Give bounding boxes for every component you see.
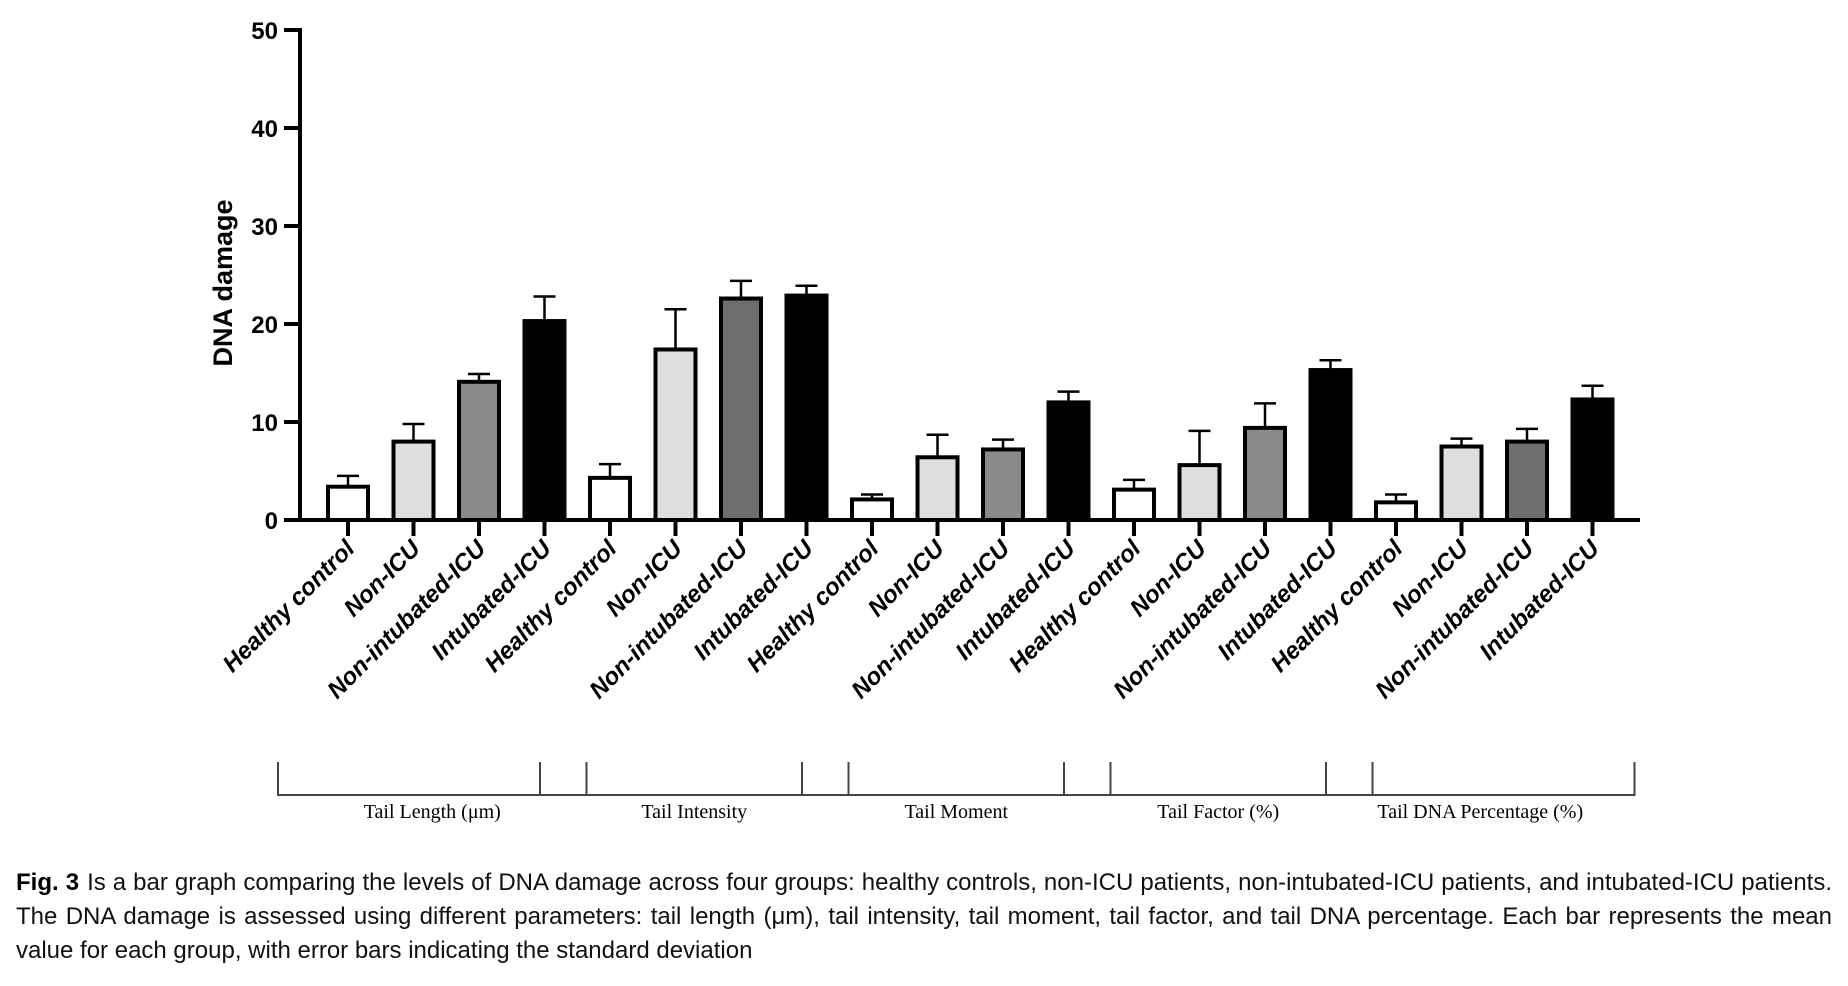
- y-axis-title: DNA damage: [208, 199, 238, 366]
- bars: [326, 279, 1615, 536]
- x-category-label: Intubated-ICU: [1474, 535, 1605, 666]
- bar: [1308, 368, 1353, 522]
- group-bracket: [1325, 762, 1636, 796]
- group-label: Tail DNA Percentage (%): [1377, 801, 1583, 823]
- bar: [1177, 463, 1222, 522]
- y-tick-label: 20: [251, 312, 278, 339]
- dna-damage-bar-chart: 0 10 20 30 40 50 Healthy controlNon-ICUNon-in…: [208, 18, 1640, 823]
- bar: [1046, 400, 1091, 522]
- figure-caption-label: Fig. 3: [16, 869, 80, 896]
- group-label: Tail Factor (%): [1157, 801, 1279, 823]
- x-axis-category-labels: Healthy controlNon-ICUNon-intubated-ICUI…: [218, 534, 1606, 704]
- group-label: Tail Length (μm): [364, 801, 501, 823]
- bar: [850, 497, 894, 523]
- bar: [915, 455, 960, 522]
- bar: [457, 379, 501, 522]
- group-bracket: [1063, 762, 1374, 796]
- group-bracket: [277, 762, 588, 796]
- y-tick-label: 0: [265, 508, 278, 535]
- y-tick-label: 10: [251, 410, 278, 437]
- x-category-label: Healthy control: [218, 534, 362, 678]
- figure-caption: Fig. 3 Is a bar graph comparing the level…: [16, 866, 1832, 968]
- bar: [1112, 487, 1156, 522]
- bar: [1243, 425, 1287, 523]
- bar: [522, 319, 567, 522]
- y-tick-label: 50: [251, 18, 278, 45]
- bar: [1439, 444, 1484, 522]
- y-tick-label: 30: [251, 214, 278, 241]
- group-bracket: [539, 762, 850, 796]
- bar: [653, 347, 698, 523]
- group-label: Tail Intensity: [641, 801, 747, 823]
- bar: [326, 484, 370, 522]
- bar: [719, 296, 763, 522]
- figure-caption-text: Is a bar graph comparing the levels of D…: [16, 869, 1833, 964]
- y-tick-label: 40: [251, 116, 278, 143]
- bar: [784, 293, 829, 522]
- group-label: Tail Moment: [904, 801, 1008, 823]
- bar: [1570, 397, 1615, 522]
- group-bracket: [801, 762, 1112, 796]
- bar: [391, 439, 436, 523]
- bar: [1505, 439, 1549, 523]
- group-brackets: Tail Length (μm) Tail Intensity Tail Momen…: [277, 762, 1636, 823]
- bar: [981, 447, 1025, 522]
- bar: [588, 475, 632, 522]
- bar: [1374, 500, 1418, 522]
